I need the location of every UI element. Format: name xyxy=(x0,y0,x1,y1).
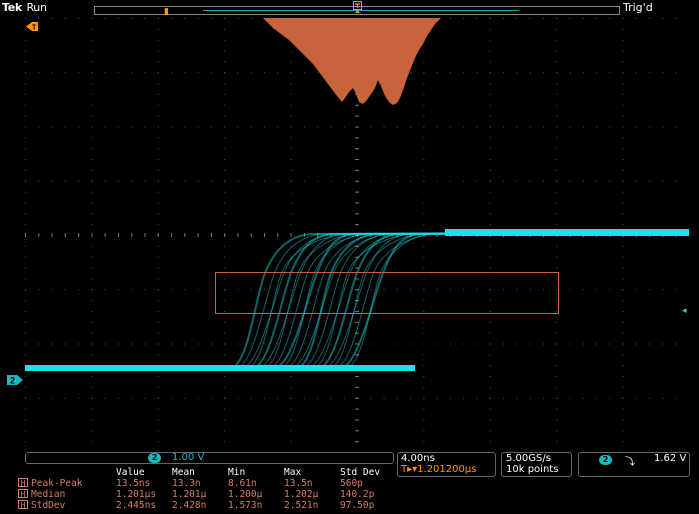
status-bar: Tek Run ▮ Trig'd xyxy=(0,0,699,18)
svg-text:2: 2 xyxy=(10,376,15,386)
measurement-row[interactable]: H Median 1.201µs 1.201µ 1.200µ 1.202µ 140… xyxy=(18,489,396,500)
trigger-status: Trig'd xyxy=(623,1,653,14)
timebase-scale: 4.00ns xyxy=(401,453,435,464)
run-state: Run xyxy=(26,1,47,14)
measurement-label: StdDev xyxy=(31,500,66,511)
measurement-label: Peak-Peak xyxy=(31,478,83,489)
measurement-row[interactable]: H StdDev 2.445ns 2.428n 1.573n 2.521n 97.… xyxy=(18,500,396,511)
falling-edge-icon: ⤵ xyxy=(625,457,635,468)
acquisition-readout[interactable]: 5.00GS/s 10k points xyxy=(501,452,572,477)
trigger-level-right-icon: ◂ xyxy=(682,306,687,316)
timebase-position: T▸▾1.201200µs xyxy=(401,464,476,475)
measurement-mean: 2.428n xyxy=(172,500,207,511)
column-header: Max xyxy=(284,467,302,478)
histogram-box[interactable] xyxy=(215,272,559,314)
channel-scale-readout[interactable]: 2 1.00 V xyxy=(25,452,394,464)
measurement-table: Value Mean Min Max Std Dev H Peak-Peak 13… xyxy=(18,467,396,511)
measurement-min: 1.200µ xyxy=(228,489,263,500)
measurement-value: 13.5ns xyxy=(116,478,151,489)
histogram-source-icon: H xyxy=(18,489,28,499)
measurement-stddev: 97.50p xyxy=(340,500,375,511)
trigger-position-icon[interactable] xyxy=(353,1,362,14)
trigger-source-badge: 2 xyxy=(599,455,612,465)
measurement-value: 1.201µs xyxy=(116,489,157,500)
column-header: Value xyxy=(116,467,145,478)
waveform-display[interactable] xyxy=(25,18,689,452)
measurement-max: 1.202µ xyxy=(284,489,319,500)
record-view-window xyxy=(203,10,519,11)
measurement-row[interactable]: H Peak-Peak 13.5ns 13.3n 8.61n 13.5n 560p xyxy=(18,478,396,489)
trigger-readout[interactable]: 2 ⤵ 1.62 V xyxy=(578,452,690,477)
column-header xyxy=(18,467,116,478)
histogram-source-icon: H xyxy=(18,500,28,510)
waveform-trace xyxy=(25,229,689,371)
measurement-stddev: 140.2p xyxy=(340,489,375,500)
brand-run-status: Tek Run xyxy=(2,1,47,14)
measurement-stddev: 560p xyxy=(340,478,363,489)
measurement-min: 1.573n xyxy=(228,500,263,511)
measurement-mean: 1.201µ xyxy=(172,489,207,500)
readout-panel: 2 1.00 V 4.00ns T▸▾1.201200µs 5.00GS/s 1… xyxy=(0,452,699,514)
grid-dots xyxy=(25,18,677,443)
measurement-mean: 13.3n xyxy=(172,478,201,489)
sample-rate: 5.00GS/s xyxy=(506,453,551,464)
record-marker-icon: ▮ xyxy=(164,7,169,17)
measurement-label: Median xyxy=(31,489,66,500)
position-marker-icon: T▸▾ xyxy=(401,464,418,475)
measurement-header-row: Value Mean Min Max Std Dev xyxy=(18,467,396,478)
trigger-level-left-icon: T xyxy=(26,22,38,31)
channel-2-ground-marker-icon[interactable]: 2 xyxy=(7,373,23,387)
histogram-shape xyxy=(263,18,441,105)
channel-scale-value: 1.00 V xyxy=(172,452,205,463)
channel-badge: 2 xyxy=(148,453,161,463)
column-header: Std Dev xyxy=(340,467,381,478)
brand-logo: Tek xyxy=(2,1,22,14)
measurement-max: 13.5n xyxy=(284,478,313,489)
histogram-source-icon: H xyxy=(18,478,28,488)
timebase-readout[interactable]: 4.00ns T▸▾1.201200µs xyxy=(397,452,496,477)
measurement-value: 2.445ns xyxy=(116,500,157,511)
measurement-max: 2.521n xyxy=(284,500,319,511)
svg-text:T: T xyxy=(32,25,37,32)
measurement-min: 8.61n xyxy=(228,478,257,489)
graticule xyxy=(25,18,689,443)
column-header: Min xyxy=(228,467,246,478)
position-value: 1.201200µs xyxy=(417,464,477,475)
trigger-level: 1.62 V xyxy=(654,453,687,464)
column-header: Mean xyxy=(172,467,195,478)
record-length: 10k points xyxy=(506,464,559,475)
